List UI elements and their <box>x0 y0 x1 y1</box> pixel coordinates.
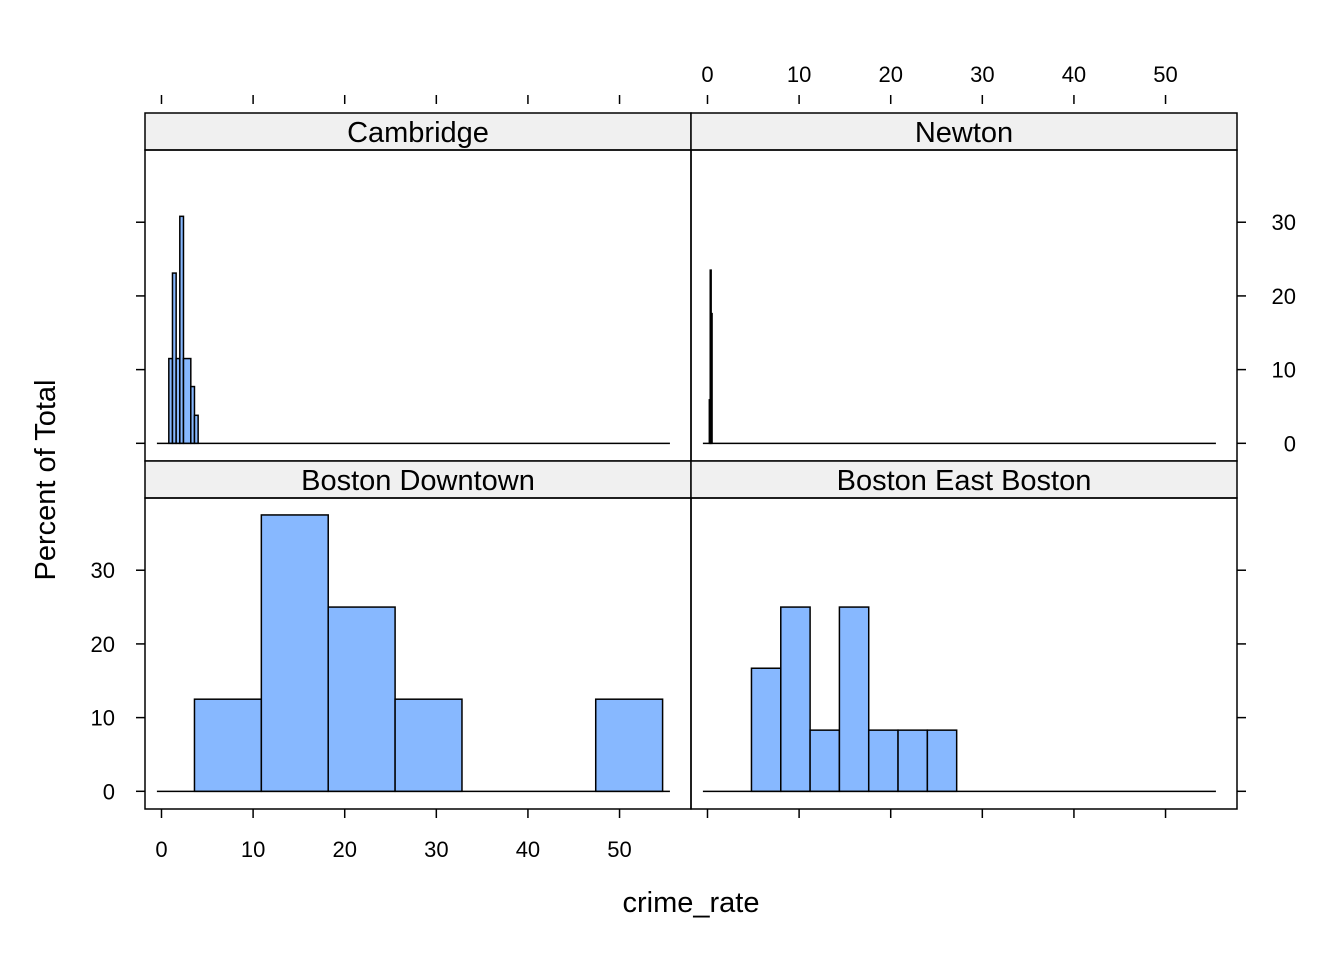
bar-cambridge-6 <box>193 414 199 445</box>
bar-boston-downtown-3 <box>394 698 463 793</box>
x-axis-top-right-tick-label-10: 10 <box>787 62 811 87</box>
bar-boston-east-boston-6 <box>926 729 958 793</box>
x-axis-bottom-left-tick-label-50: 50 <box>607 837 631 862</box>
strip-boston-east-boston <box>690 460 1238 499</box>
bar-boston-downtown-0 <box>193 698 263 793</box>
y-axis-left-bottom-tick-label-10: 10 <box>91 706 115 731</box>
y-axis-right-top-tick-label-20: 20 <box>1272 284 1296 309</box>
y-axis-right-top-tick-label-10: 10 <box>1272 358 1296 383</box>
axes-layer: 0 10 20 30 40 50 0 10 20 30 40 50 0 10 20 30 0 10 20 30 <box>91 62 1296 862</box>
bar-newton-2 <box>710 312 713 445</box>
strip-label-cambridge: Cambridge <box>347 117 489 149</box>
panel-frame-cambridge <box>144 149 692 462</box>
panel-boston-east-boston: Boston East Boston <box>690 460 1238 810</box>
y-axis-right-top-tick-label-30: 30 <box>1272 210 1296 235</box>
y-axis-title: Percent of Total <box>30 380 62 581</box>
y-axis-left-bottom-tick-label-30: 30 <box>91 558 115 583</box>
bar-boston-downtown-6 <box>594 698 664 793</box>
strip-boston-downtown <box>144 460 692 499</box>
x-axis-top-right-tick-label-20: 20 <box>878 62 902 87</box>
y-axis-right-top-tick-label-0: 0 <box>1284 431 1296 456</box>
bar-boston-east-boston-2 <box>809 729 841 793</box>
bar-boston-east-boston-1 <box>780 606 811 793</box>
x-axis-top-right-tick-label-50: 50 <box>1153 62 1177 87</box>
panel-frame-newton <box>690 149 1238 462</box>
x-axis-top-right-tick-label-30: 30 <box>970 62 994 87</box>
bar-cambridge-4 <box>182 357 192 445</box>
x-axis-title: crime_rate <box>623 887 760 919</box>
panel-cambridge: Cambridge <box>144 112 692 462</box>
strip-label-boston-east-boston: Boston East Boston <box>837 465 1092 497</box>
panel-boston-downtown: Boston Downtown <box>144 460 692 810</box>
strip-newton <box>690 112 1238 151</box>
strip-label-boston-downtown: Boston Downtown <box>301 465 535 497</box>
bar-boston-downtown-1 <box>260 514 329 793</box>
strip-label-newton: Newton <box>915 117 1013 149</box>
x-axis-bottom-left-tick-label-10: 10 <box>241 837 265 862</box>
panel-frame-boston-east-boston <box>690 497 1238 810</box>
x-axis-top-right-tick-label-40: 40 <box>1062 62 1086 87</box>
panel-newton: Newton <box>690 112 1238 462</box>
bar-boston-east-boston-4 <box>867 729 899 793</box>
x-axis-bottom-left-tick-label-0: 0 <box>155 837 167 862</box>
strip-cambridge <box>144 112 692 151</box>
x-axis-bottom-left-tick-label-20: 20 <box>332 837 356 862</box>
bar-cambridge-3 <box>179 215 185 445</box>
x-axis-top-right-tick-label-0: 0 <box>701 62 713 87</box>
y-axis-left-bottom-tick-label-0: 0 <box>103 779 115 804</box>
bar-boston-east-boston-3 <box>838 606 870 793</box>
panels-layer: Cambridge Newton Boston Downtown Boston Eas… <box>144 112 1238 810</box>
bar-boston-downtown-2 <box>327 606 396 793</box>
x-axis-bottom-left-tick-label-30: 30 <box>424 837 448 862</box>
bar-boston-east-boston-5 <box>897 729 929 793</box>
x-axis-bottom-left-tick-label-40: 40 <box>516 837 540 862</box>
y-axis-left-bottom-tick-label-20: 20 <box>91 632 115 657</box>
bar-boston-east-boston-0 <box>750 667 782 793</box>
